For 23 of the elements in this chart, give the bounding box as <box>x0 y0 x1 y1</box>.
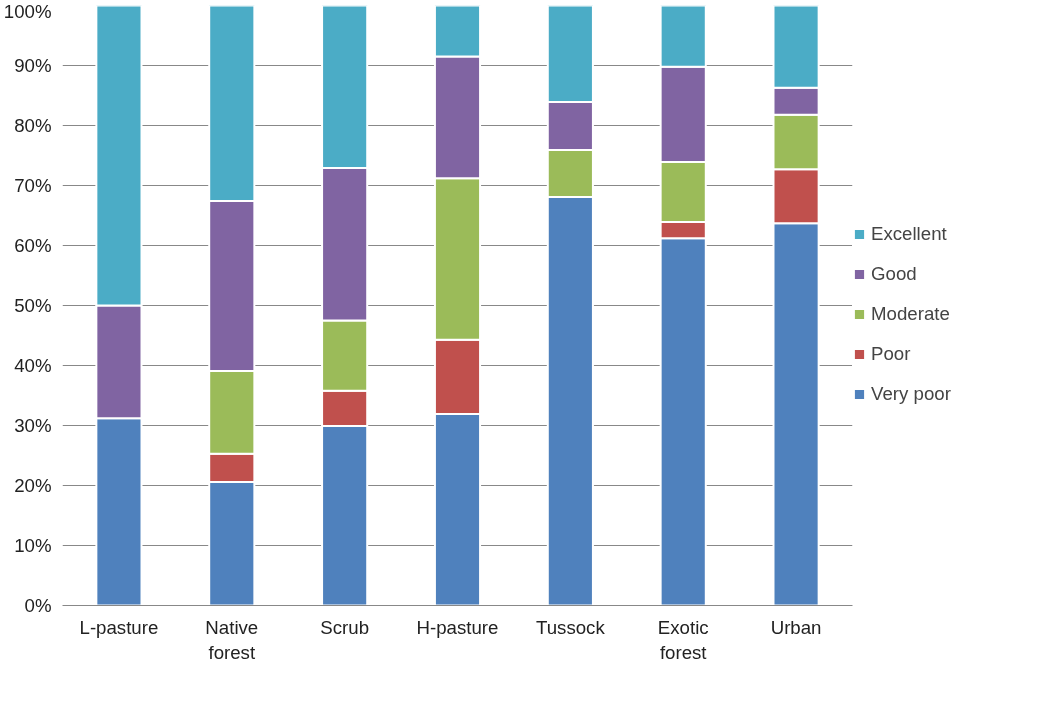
legend-label: Excellent <box>871 223 947 245</box>
y-tick-label: 20% <box>14 475 52 496</box>
x-tick-label: H-pasture <box>416 616 499 638</box>
y-tick-label: 40% <box>14 355 52 376</box>
y-tick-label: 10% <box>14 535 52 556</box>
y-tick-label: 30% <box>14 415 52 436</box>
y-tick-label: 50% <box>14 295 52 316</box>
x-tick-label: Exotic forest <box>657 616 709 663</box>
y-tick-label: 80% <box>14 115 52 136</box>
x-tick-label: Native forest <box>205 616 259 663</box>
x-tick-label: Urban <box>770 616 822 638</box>
y-tick-label: 60% <box>14 235 52 256</box>
legend-label: Good <box>871 263 917 285</box>
y-tick-label: 70% <box>14 175 52 196</box>
y-tick-label: 90% <box>14 55 52 76</box>
legend-label: Very poor <box>871 383 951 405</box>
x-tick-label: Tussock <box>535 616 606 638</box>
y-tick-label: 0% <box>24 595 52 616</box>
x-tick-label: Scrub <box>320 616 370 638</box>
legend-label: Moderate <box>871 303 950 325</box>
y-tick-label: 100% <box>3 0 52 22</box>
legend-label: Poor <box>871 343 911 365</box>
x-tick-label: L-pasture <box>79 616 159 638</box>
